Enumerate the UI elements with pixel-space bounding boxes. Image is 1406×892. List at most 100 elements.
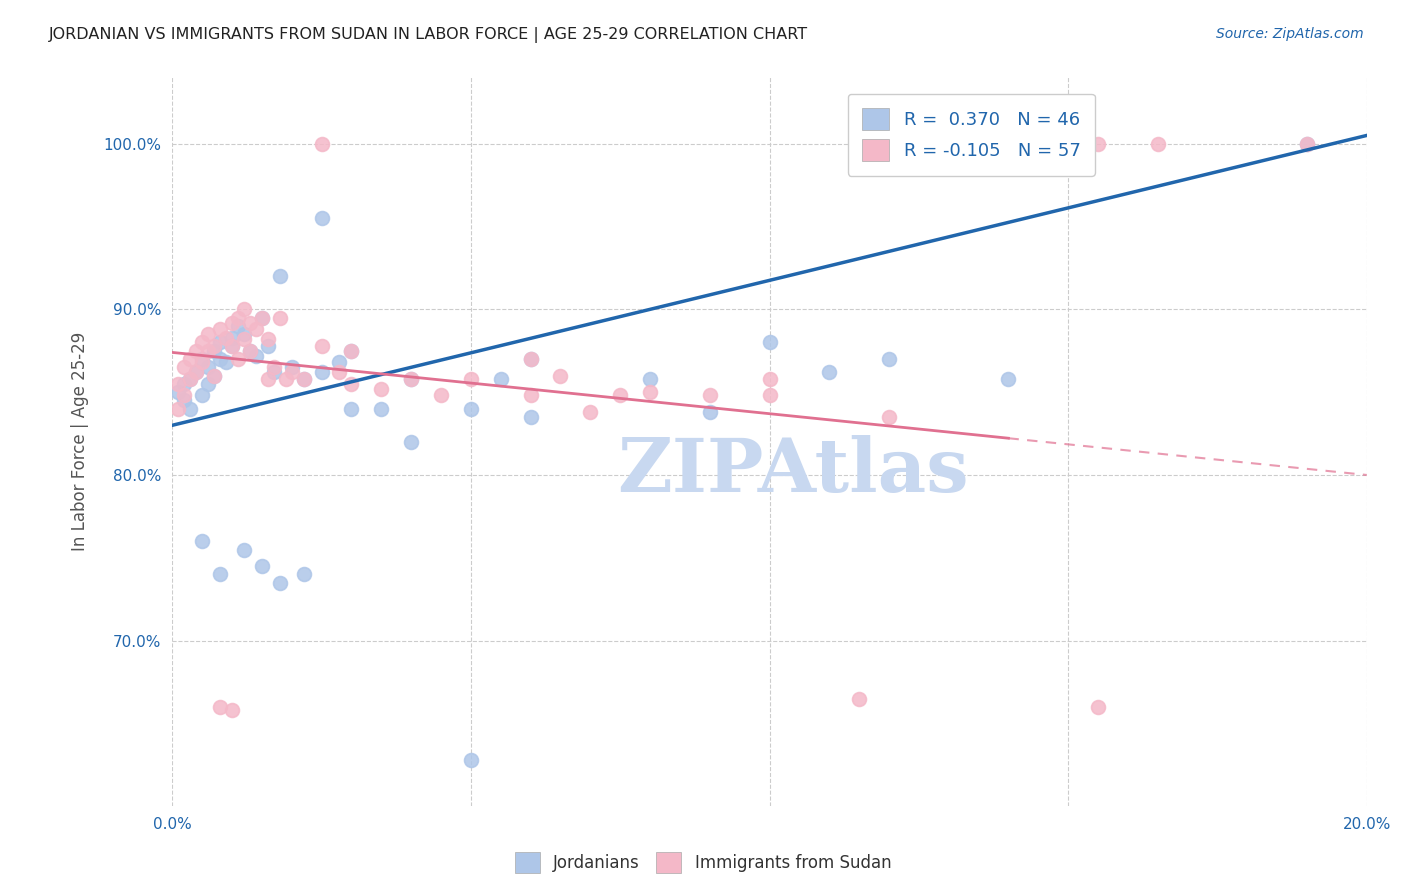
Point	[399, 372, 422, 386]
Point	[191, 352, 214, 367]
Point	[311, 339, 333, 353]
Point	[232, 332, 254, 346]
Point	[208, 322, 231, 336]
Point	[340, 343, 363, 358]
Point	[1087, 136, 1109, 151]
Point	[1296, 136, 1319, 151]
Point	[1146, 136, 1168, 151]
Point	[758, 388, 780, 402]
Point	[311, 365, 333, 379]
Point	[191, 335, 214, 350]
Point	[370, 401, 392, 416]
Point	[460, 753, 482, 767]
Point	[184, 343, 207, 358]
Point	[877, 410, 900, 425]
Point	[274, 372, 297, 386]
Point	[202, 368, 225, 383]
Point	[232, 542, 254, 557]
Point	[215, 355, 238, 369]
Point	[519, 410, 541, 425]
Point	[173, 360, 195, 375]
Point	[460, 401, 482, 416]
Point	[226, 318, 249, 333]
Point	[997, 372, 1019, 386]
Point	[208, 699, 231, 714]
Point	[179, 372, 201, 386]
Point	[519, 388, 541, 402]
Point	[1296, 136, 1319, 151]
Point	[263, 365, 285, 379]
Point	[250, 559, 273, 574]
Point	[191, 388, 214, 402]
Point	[167, 376, 190, 391]
Point	[173, 393, 195, 408]
Point	[758, 372, 780, 386]
Point	[197, 360, 219, 375]
Point	[848, 691, 870, 706]
Point	[250, 310, 273, 325]
Point	[699, 405, 721, 419]
Point	[1057, 136, 1080, 151]
Point	[173, 376, 195, 391]
Point	[399, 372, 422, 386]
Point	[256, 339, 278, 353]
Point	[202, 343, 225, 358]
Point	[311, 136, 333, 151]
Point	[269, 269, 291, 284]
Point	[399, 434, 422, 449]
Point	[221, 339, 243, 353]
Point	[256, 372, 278, 386]
Point	[191, 355, 214, 369]
Point	[848, 136, 870, 151]
Point	[179, 401, 201, 416]
Point	[184, 365, 207, 379]
Point	[269, 575, 291, 590]
Point	[638, 372, 661, 386]
Point	[638, 385, 661, 400]
Point	[245, 322, 267, 336]
Point	[818, 365, 841, 379]
Point	[269, 310, 291, 325]
Point	[173, 388, 195, 402]
Point	[202, 339, 225, 353]
Point	[877, 352, 900, 367]
Point	[579, 405, 602, 419]
Point	[699, 388, 721, 402]
Point	[197, 376, 219, 391]
Point	[280, 360, 302, 375]
Point	[340, 376, 363, 391]
Point	[328, 365, 350, 379]
Point	[609, 388, 631, 402]
Point	[226, 352, 249, 367]
Point	[460, 372, 482, 386]
Point	[292, 372, 315, 386]
Point	[184, 365, 207, 379]
Text: Source: ZipAtlas.com: Source: ZipAtlas.com	[1216, 27, 1364, 41]
Point	[208, 335, 231, 350]
Point	[179, 372, 201, 386]
Point	[167, 401, 190, 416]
Text: JORDANIAN VS IMMIGRANTS FROM SUDAN IN LABOR FORCE | AGE 25-29 CORRELATION CHART: JORDANIAN VS IMMIGRANTS FROM SUDAN IN LA…	[49, 27, 808, 43]
Point	[340, 401, 363, 416]
Point	[245, 349, 267, 363]
Point	[232, 302, 254, 317]
Point	[489, 372, 512, 386]
Point	[256, 332, 278, 346]
Point	[239, 343, 262, 358]
Legend: Jordanians, Immigrants from Sudan: Jordanians, Immigrants from Sudan	[508, 846, 898, 880]
Point	[550, 368, 572, 383]
Point	[167, 385, 190, 400]
Point	[239, 316, 262, 330]
Point	[758, 335, 780, 350]
Point	[197, 343, 219, 358]
Point	[197, 327, 219, 342]
Point	[340, 343, 363, 358]
Text: ZIPAtlas: ZIPAtlas	[617, 434, 969, 508]
Point	[215, 330, 238, 344]
Point	[280, 365, 302, 379]
Point	[226, 310, 249, 325]
Point	[239, 343, 262, 358]
Point	[208, 567, 231, 582]
Point	[179, 352, 201, 367]
Y-axis label: In Labor Force | Age 25-29: In Labor Force | Age 25-29	[72, 332, 89, 551]
